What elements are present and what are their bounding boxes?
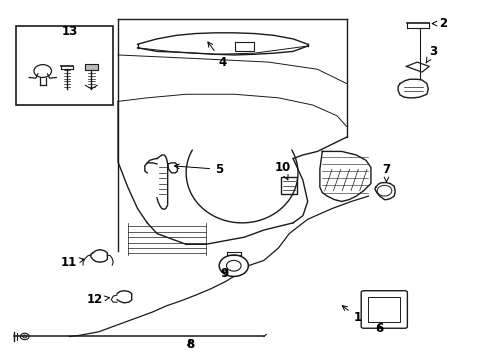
Text: 12: 12 bbox=[86, 293, 109, 306]
Bar bbox=[16, 26, 113, 105]
Bar bbox=[234, 42, 254, 51]
Text: 10: 10 bbox=[274, 161, 290, 180]
Text: 13: 13 bbox=[61, 25, 78, 38]
Text: 7: 7 bbox=[382, 163, 390, 182]
Bar bbox=[281, 177, 296, 194]
Text: 6: 6 bbox=[375, 322, 383, 335]
Bar bbox=[84, 64, 98, 70]
Text: 11: 11 bbox=[60, 256, 84, 269]
Text: 4: 4 bbox=[207, 42, 226, 69]
Text: 8: 8 bbox=[185, 338, 194, 351]
Text: 3: 3 bbox=[425, 45, 436, 63]
Bar bbox=[368, 297, 399, 322]
Text: 1: 1 bbox=[342, 306, 361, 324]
Text: 9: 9 bbox=[220, 267, 228, 280]
Text: 5: 5 bbox=[174, 163, 223, 176]
Text: 2: 2 bbox=[431, 17, 446, 30]
